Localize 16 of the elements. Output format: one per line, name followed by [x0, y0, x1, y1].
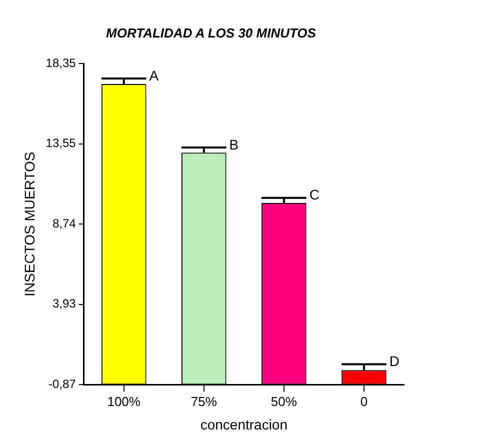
annotation: B	[229, 136, 239, 152]
x-tick-label: 100%	[107, 394, 141, 409]
y-axis-title: INSECTOS MUERTOS	[21, 152, 38, 296]
annotation: A	[149, 67, 160, 84]
annotation: C	[309, 186, 320, 203]
y-tick-label: 3,93	[52, 296, 76, 311]
chart-title: MORTALIDAD A LOS 30 MINUTOS	[106, 25, 316, 40]
x-tick-label: 0	[360, 394, 368, 409]
y-tick-label: -0,87	[48, 376, 76, 391]
y-tick-label: 13,55	[46, 136, 76, 150]
x-tick-label: 50%	[270, 394, 298, 409]
y-tick-label: 18,35	[46, 56, 76, 70]
annotation: D	[389, 353, 400, 370]
x-axis-title: concentracion	[200, 416, 288, 432]
x-tick-label: 75%	[190, 394, 218, 409]
y-tick-label: 8,74	[52, 216, 76, 230]
